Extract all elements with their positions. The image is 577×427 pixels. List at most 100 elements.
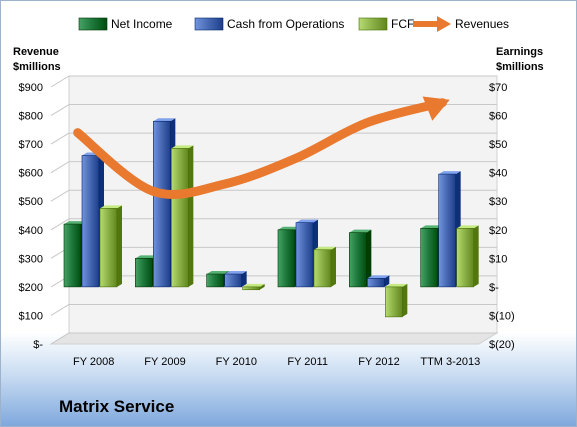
bar-top — [420, 225, 443, 229]
bar-front — [277, 229, 296, 288]
bar-front — [242, 286, 260, 291]
legend-item: FCF — [358, 17, 414, 31]
bar-top — [314, 246, 336, 250]
category-label: FY 2008 — [73, 356, 114, 368]
company-name: Matrix Service — [59, 397, 175, 416]
legend-swatch — [78, 17, 108, 31]
bar-side — [473, 225, 479, 287]
left-axis-title: $millions — [13, 61, 61, 73]
right-axis-tick-label: $- — [489, 282, 499, 294]
right-axis-tick-label: $(10) — [489, 310, 515, 322]
right-axis-tick-label: $50 — [489, 139, 507, 151]
revenue-line — [73, 98, 447, 199]
left-axis-tick-label: $- — [33, 339, 43, 351]
bar — [99, 205, 122, 288]
bar-top — [171, 145, 194, 149]
left-axis-tick-label: $600 — [19, 168, 43, 180]
bar-top — [206, 271, 229, 275]
bar — [367, 275, 390, 288]
revenue-arrowhead — [422, 96, 450, 121]
legend-label: Revenues — [455, 17, 509, 31]
bar-side — [402, 283, 408, 317]
bar-front — [171, 148, 189, 288]
left-axis-tick-label: $500 — [19, 196, 43, 208]
right-axis-tick-label: $60 — [489, 111, 507, 123]
legend-item: Net Income — [78, 17, 173, 31]
bar — [456, 225, 479, 288]
bar-front — [349, 232, 367, 288]
left-axis-tick-label: $200 — [19, 282, 43, 294]
gridline-depth — [50, 75, 70, 88]
category-label: TTM 3-2013 — [420, 356, 480, 368]
bar — [242, 283, 265, 291]
bar-top — [385, 283, 408, 287]
bar-top — [367, 275, 390, 279]
bar-front — [420, 228, 438, 288]
bar — [385, 283, 408, 318]
right-axis-tick-label: $20 — [489, 225, 507, 237]
legend-swatch-arrow — [437, 16, 451, 32]
bar-top — [278, 226, 300, 230]
legend-label: Cash from Operations — [227, 17, 344, 31]
bar-front — [99, 208, 118, 288]
bar-front — [367, 278, 385, 288]
bar-front — [206, 273, 224, 288]
legend-item: Cash from Operations — [194, 17, 344, 31]
left-axis-tick-label: $100 — [19, 310, 43, 322]
legend-label: FCF — [391, 17, 414, 31]
bar-top — [456, 225, 479, 229]
plot-floor — [49, 332, 499, 345]
bar-top — [224, 271, 247, 275]
left-axis-tick-label: $900 — [19, 82, 43, 94]
gridline-depth — [50, 304, 70, 316]
bar-side — [259, 283, 265, 290]
bar-side — [241, 271, 247, 287]
right-axis-title: $millions — [496, 61, 544, 73]
bar-front — [456, 228, 474, 288]
bar — [313, 246, 336, 288]
right-axis-tick-label: $10 — [489, 253, 507, 265]
legend-swatch — [358, 17, 388, 31]
right-axis-tick-label: $70 — [489, 82, 507, 94]
gridline-depth — [50, 104, 70, 116]
bar-top — [153, 118, 176, 122]
bar-top — [64, 221, 86, 225]
bar-front — [295, 222, 314, 288]
bar-top — [438, 171, 461, 175]
bar-side — [384, 275, 390, 287]
category-label: FY 2011 — [287, 356, 328, 368]
gridline-depth — [50, 189, 70, 202]
bar-side — [331, 246, 336, 287]
legend-item: Revenues — [413, 16, 509, 32]
category-label: FY 2012 — [358, 356, 399, 368]
left-axis-tick-label: $400 — [19, 225, 43, 237]
bar-front — [438, 173, 456, 288]
bar-front — [385, 286, 403, 318]
legend-swatch — [194, 17, 224, 31]
bar-front — [81, 155, 100, 288]
right-axis-title: Earnings — [496, 46, 543, 58]
legend-label: Net Income — [111, 17, 173, 31]
bar-front — [153, 120, 171, 288]
category-label: FY 2010 — [216, 356, 257, 368]
gridline-depth — [50, 218, 70, 231]
left-axis-tick-label: $700 — [19, 139, 43, 151]
bar-front — [313, 249, 332, 288]
bar — [171, 145, 194, 288]
bar-side — [117, 205, 122, 287]
bar-side — [366, 229, 372, 287]
category-label: FY 2009 — [144, 356, 185, 368]
bar-front — [135, 258, 153, 288]
bar — [224, 271, 247, 288]
left-axis-tick-label: $800 — [19, 111, 43, 123]
bar-top — [242, 283, 265, 287]
bar-top — [135, 255, 158, 259]
left-axis-title: Revenue — [13, 46, 59, 58]
bar-top — [296, 219, 318, 223]
left-axis-tick-label: $300 — [19, 253, 43, 265]
bar — [349, 229, 372, 288]
right-axis-tick-label: $30 — [489, 196, 507, 208]
bar-front — [224, 273, 242, 288]
